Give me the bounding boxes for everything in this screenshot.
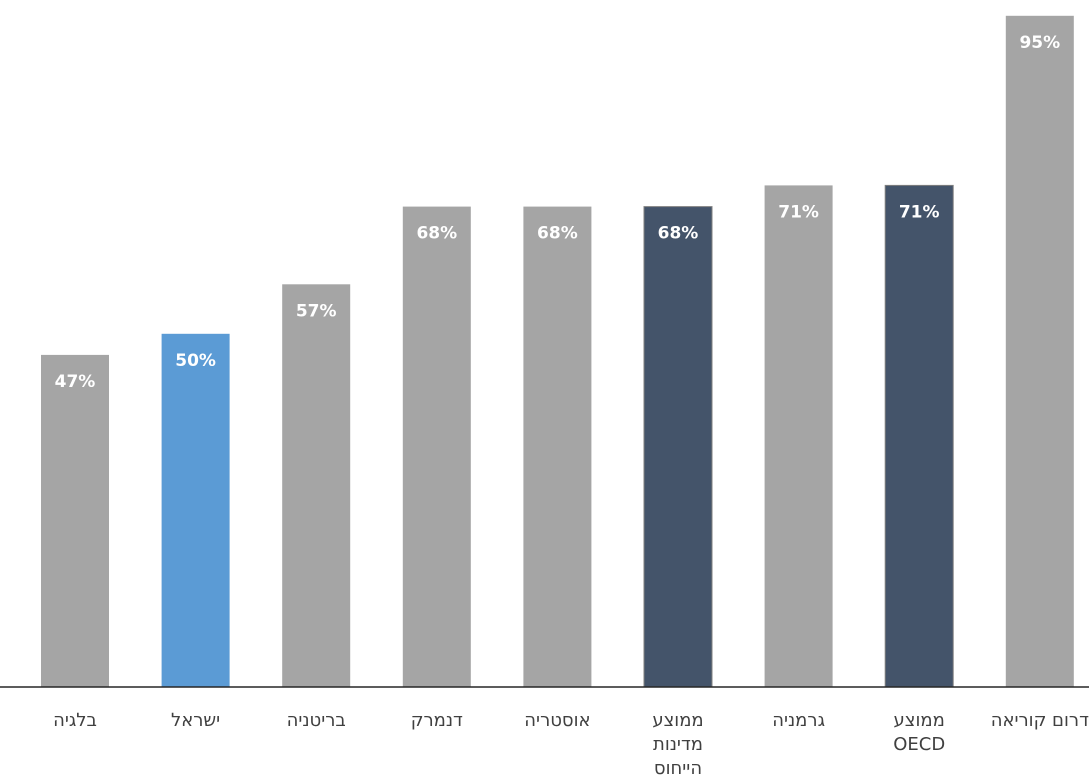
bar-5 (643, 206, 713, 688)
bar-value-label: 68% (416, 224, 457, 244)
bars-layer: 47% 50% 57% 68% 68% 68% 71% 71% 95% (41, 15, 1074, 688)
bar-value-label: 68% (537, 224, 578, 244)
category-label: בריטניה (287, 710, 346, 731)
bar-8 (1005, 15, 1074, 688)
category-label: OECD (893, 734, 945, 755)
bar-value-label: 71% (778, 202, 819, 222)
bar-value-label: 95% (1019, 33, 1060, 53)
bar-value-label: 57% (296, 301, 337, 321)
bar-3 (402, 206, 471, 687)
bar-4 (523, 206, 592, 687)
bar-value-label: 50% (175, 351, 216, 371)
category-labels-layer: בלגיה ישראל בריטניה דנמרק אוסטריה ממוצע מדינות… (53, 710, 1089, 779)
category-label: ישראל (171, 710, 220, 731)
bar-value-label: 71% (899, 202, 940, 222)
bar-1 (161, 333, 230, 688)
category-label: אוסטריה (524, 710, 590, 731)
bar-6 (764, 185, 833, 687)
category-label: גרמניה (772, 710, 825, 731)
category-label: דרום קוריאה (991, 710, 1089, 731)
category-label: ממוצע (894, 710, 945, 731)
category-label: בלגיה (53, 710, 97, 731)
category-label: מדינות (653, 734, 703, 755)
category-label: ממוצע (652, 710, 703, 731)
bar-2 (282, 284, 351, 687)
bar-value-label: 47% (55, 372, 96, 392)
bar-0 (41, 354, 109, 687)
bar-7 (884, 184, 954, 688)
category-label: דנמרק (411, 710, 463, 731)
category-label: הייחוס (654, 758, 702, 779)
bar-value-label: 68% (658, 224, 699, 244)
